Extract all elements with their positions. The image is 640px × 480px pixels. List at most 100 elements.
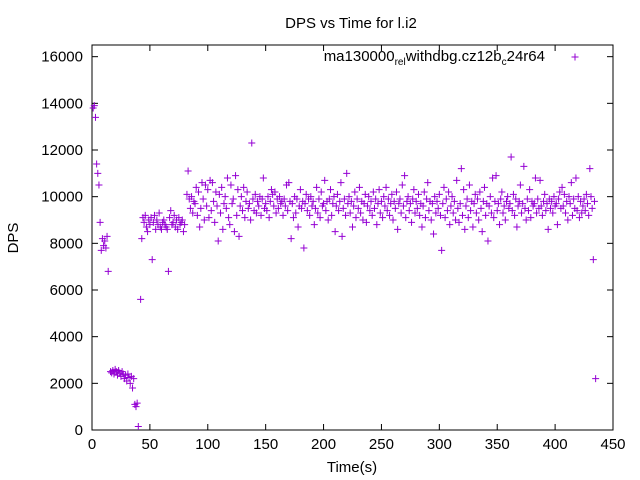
data-point — [292, 209, 300, 217]
data-point — [372, 195, 380, 203]
data-point — [218, 183, 226, 191]
data-point — [575, 214, 583, 222]
data-point — [397, 209, 405, 217]
data-point — [315, 195, 323, 203]
data-point — [475, 216, 483, 224]
data-point — [574, 193, 582, 201]
data-point — [160, 216, 168, 224]
data-point — [166, 214, 174, 222]
data-point — [588, 204, 596, 212]
data-point — [553, 221, 561, 229]
data-point — [534, 195, 542, 203]
data-point — [590, 197, 598, 205]
data-point — [392, 188, 400, 196]
data-point — [263, 207, 271, 215]
data-point — [228, 200, 236, 208]
data-point — [394, 225, 402, 233]
data-point — [581, 207, 589, 215]
data-point — [463, 195, 471, 203]
data-point — [448, 193, 456, 201]
data-point — [129, 384, 137, 392]
data-point — [241, 214, 249, 222]
data-point — [300, 244, 308, 252]
data-point — [97, 246, 105, 254]
y-axis-label: DPS — [5, 223, 22, 254]
data-point — [91, 113, 99, 121]
data-point — [274, 204, 282, 212]
data-point — [200, 216, 208, 224]
data-point — [470, 200, 478, 208]
data-point — [257, 211, 265, 219]
data-point — [184, 167, 192, 175]
data-point — [552, 200, 560, 208]
legend-label: ma130000relwithdbg.cz12bc24r64 — [324, 48, 545, 68]
data-point — [520, 162, 528, 170]
data-point — [469, 223, 477, 231]
y-tick-label: 10000 — [41, 189, 83, 206]
data-point — [414, 190, 422, 198]
data-point — [254, 197, 262, 205]
y-axis: 0 2000 4000 6000 8000 10000 12000 14000 16000 — [41, 49, 613, 439]
data-point — [345, 193, 353, 201]
data-point — [364, 202, 372, 210]
data-point — [281, 202, 289, 210]
data-point — [237, 193, 245, 201]
data-point — [96, 218, 104, 226]
data-point — [94, 169, 102, 177]
data-point — [567, 179, 575, 187]
legend-part-c: withdbg.cz12b — [405, 48, 502, 65]
data-point — [233, 211, 241, 219]
data-point — [450, 197, 458, 205]
data-point — [499, 209, 507, 217]
data-point — [413, 204, 421, 212]
data-point — [95, 181, 103, 189]
data-point — [239, 207, 247, 215]
data-point — [362, 218, 370, 226]
data-point — [399, 202, 407, 210]
data-point — [493, 207, 501, 215]
data-point — [230, 228, 238, 236]
data-point — [390, 197, 398, 205]
data-point — [221, 193, 229, 201]
data-point — [480, 183, 488, 191]
data-point — [366, 207, 374, 215]
data-point — [523, 195, 531, 203]
data-point — [504, 193, 512, 201]
data-point — [471, 190, 479, 198]
data-point — [368, 211, 376, 219]
data-point — [377, 197, 385, 205]
data-point — [436, 211, 444, 219]
data-point — [420, 188, 428, 196]
data-point — [560, 190, 568, 198]
data-point — [130, 375, 138, 383]
data-point — [322, 207, 330, 215]
data-point — [314, 209, 322, 217]
data-point — [104, 267, 112, 275]
data-point — [126, 379, 134, 387]
data-point — [464, 214, 472, 222]
data-point — [353, 195, 361, 203]
data-point — [446, 221, 454, 229]
x-tick-label: 100 — [195, 436, 220, 453]
data-point — [328, 211, 336, 219]
data-point — [416, 211, 424, 219]
data-point — [408, 218, 416, 226]
data-point — [389, 216, 397, 224]
data-point — [354, 204, 362, 212]
data-point — [514, 202, 522, 210]
x-tick-label: 400 — [543, 436, 568, 453]
data-point — [325, 195, 333, 203]
data-point — [381, 202, 389, 210]
data-point — [367, 197, 375, 205]
data-point — [369, 188, 377, 196]
data-point — [306, 211, 314, 219]
y-tick-label: 16000 — [41, 49, 83, 66]
data-point — [93, 160, 101, 168]
data-point — [458, 211, 466, 219]
data-point — [454, 204, 462, 212]
data-point — [287, 235, 295, 243]
data-point — [222, 204, 230, 212]
data-point — [349, 223, 356, 231]
data-point — [232, 172, 240, 180]
data-point — [556, 188, 564, 196]
